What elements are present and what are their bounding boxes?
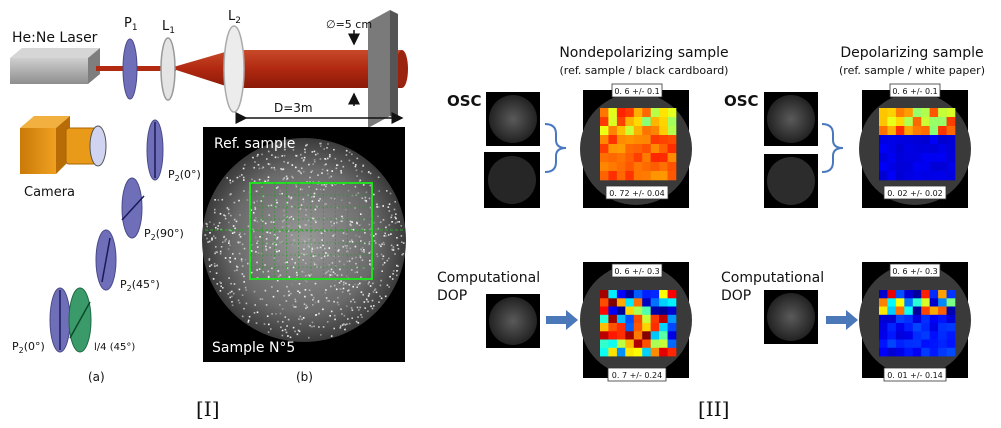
laser-icon	[10, 48, 100, 84]
comp-label-depol: Computational	[721, 270, 824, 286]
panel-ii: Nondepolarizing sample (ref. sample / bl…	[437, 45, 985, 421]
brace-icon-depol	[821, 123, 844, 173]
polarizer-p1-icon	[122, 38, 138, 100]
comp-label-nondepol: Computational	[437, 270, 540, 286]
dop-label-nondepol: DOP	[437, 288, 467, 304]
ref-sample-label: Ref. sample	[214, 136, 295, 152]
svg-text:L2: L2	[228, 9, 241, 26]
svg-text:P2(0°): P2(0°)	[12, 340, 45, 355]
nondepol-title: Nondepolarizing sample	[559, 45, 728, 61]
camera-icon	[20, 116, 107, 174]
d-osc-top-value: 0. 6 +/- 0.1	[892, 87, 937, 96]
svg-text:P1: P1	[124, 16, 138, 33]
sample-n5-label: Sample N°5	[212, 340, 295, 356]
nd-dop-bot-value: 0. 7 +/- 0.24	[612, 371, 662, 380]
panel-ii-label: [II]	[698, 397, 729, 421]
nd-osc-bot-value: 0. 72 +/- 0.04	[609, 189, 665, 198]
depol-title: Depolarizing sample	[840, 45, 983, 61]
d-osc-bot-value: 0. 02 +/- 0.02	[887, 189, 943, 198]
nd-dop-top-value: 0. 6 +/- 0.3	[614, 267, 659, 276]
svg-text:L1: L1	[162, 19, 175, 36]
camera-label: Camera	[24, 185, 75, 200]
nd-osc-top-value: 0. 6 +/- 0.1	[614, 87, 659, 96]
osc-label-nondepol: OSC	[447, 92, 482, 110]
d-dop-bot-value: 0. 01 +/- 0.14	[887, 371, 943, 380]
brace-icon-nondepol	[544, 123, 567, 173]
nondepol-subtitle: (ref. sample / black cardboard)	[560, 64, 729, 77]
svg-text:P2(90°): P2(90°)	[144, 227, 184, 242]
osc-label-depol: OSC	[724, 92, 759, 110]
d-dop-top-value: 0. 6 +/- 0.3	[892, 267, 937, 276]
sample-plate-icon	[368, 10, 390, 128]
laser-label: He:Ne Laser	[12, 30, 98, 46]
qwp-label: l/4 (45°)	[94, 342, 135, 353]
lens-l1-icon	[160, 37, 176, 101]
panel-i-label: [I]	[196, 397, 220, 421]
svg-text:P2(45°): P2(45°)	[120, 278, 160, 293]
dop-label-depol: DOP	[721, 288, 751, 304]
depol-subtitle: (ref. sample / white paper)	[839, 64, 985, 77]
distance-label: D=3m	[274, 101, 313, 115]
subfig-b-label: (b)	[296, 370, 313, 384]
panel-i: He:Ne Laser P1 L1 L2 ∅=5 cm D=3m	[10, 9, 408, 421]
subfig-a-label: (a)	[88, 370, 105, 384]
svg-text:P2(0°): P2(0°)	[168, 168, 201, 183]
arrow-icon-depol	[826, 310, 858, 330]
arrow-icon-nondepol	[546, 310, 578, 330]
diameter-label: ∅=5 cm	[326, 18, 372, 31]
lens-l2-icon	[223, 25, 245, 113]
diverging-beam	[170, 50, 232, 88]
